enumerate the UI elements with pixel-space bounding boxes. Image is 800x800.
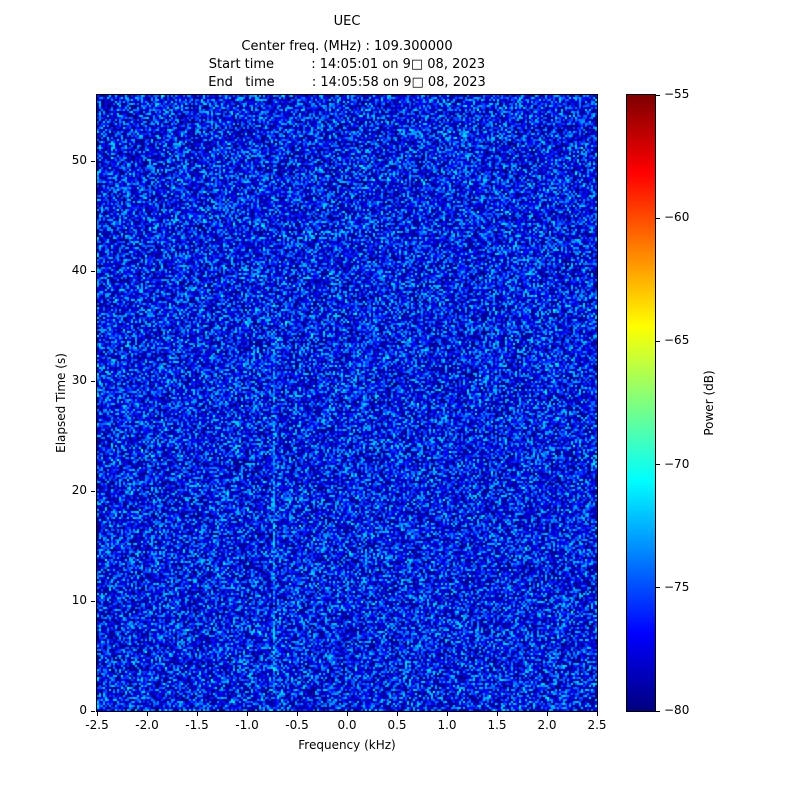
chart-title: UEC [333,14,361,29]
colorbar-tick-label: −80 [664,703,690,717]
x-tick-label: -0.5 [285,718,309,732]
spectrogram-heatmap [97,95,597,711]
y-tick-mark [91,160,95,162]
y-tick-label: 0 [79,703,87,717]
y-tick-mark [91,490,95,492]
y-tick-label: 40 [71,263,87,277]
y-tick-mark [91,270,95,272]
colorbar-tick-label: −75 [664,579,690,594]
x-tick-label: 0.5 [387,718,407,732]
y-tick-label: 30 [71,373,87,387]
y-tick-mark [91,710,95,712]
x-tick-label: 0.0 [337,718,357,732]
colorbar-tick-label: −60 [664,210,690,225]
x-tick-mark [446,712,448,716]
x-tick-mark [596,712,598,716]
x-tick-mark [546,712,548,716]
x-tick-mark [196,712,198,716]
x-tick-mark [496,712,498,716]
colorbar-tick-label: −65 [664,333,690,348]
colorbar-tick-mark [656,710,660,712]
colorbar-tick-mark [656,94,660,96]
colorbar-tick-label: −70 [664,456,690,471]
x-tick-mark [296,712,298,716]
x-tick-label: 2.0 [537,718,557,732]
x-tick-mark [96,712,98,716]
colorbar-tick-mark [656,587,660,589]
y-tick-label: 20 [71,483,87,497]
x-tick-label: -2.0 [135,718,159,732]
center-freq-line: Center freq. (MHz) : 109.300000 [241,39,453,54]
x-tick-label: 2.5 [587,718,607,732]
start-time-line: Start time : 14:05:01 on 9□ 08, 2023 [208,57,486,72]
y-axis-label: Elapsed Time (s) [54,353,68,453]
x-tick-mark [396,712,398,716]
x-tick-label: -1.0 [235,718,259,732]
colorbar-gradient [627,95,655,711]
x-tick-mark [146,712,148,716]
colorbar-tick-mark [656,217,660,219]
x-tick-mark [346,712,348,716]
x-tick-label: -1.5 [185,718,209,732]
x-tick-label: 1.5 [487,718,507,732]
y-tick-mark [91,600,95,602]
x-tick-mark [246,712,248,716]
x-axis-label: Frequency (kHz) [298,738,396,752]
end-time-line: End time : 14:05:58 on 9□ 08, 2023 [208,75,486,90]
y-tick-label: 50 [71,153,87,167]
colorbar-tick-mark [656,464,660,466]
x-tick-label: 1.0 [437,718,457,732]
colorbar-tick-mark [656,340,660,342]
colorbar-label: Power (dB) [702,370,716,436]
y-tick-label: 10 [71,593,87,607]
y-tick-mark [91,380,95,382]
colorbar-tick-label: −55 [664,87,690,101]
x-tick-label: -2.5 [85,718,109,732]
